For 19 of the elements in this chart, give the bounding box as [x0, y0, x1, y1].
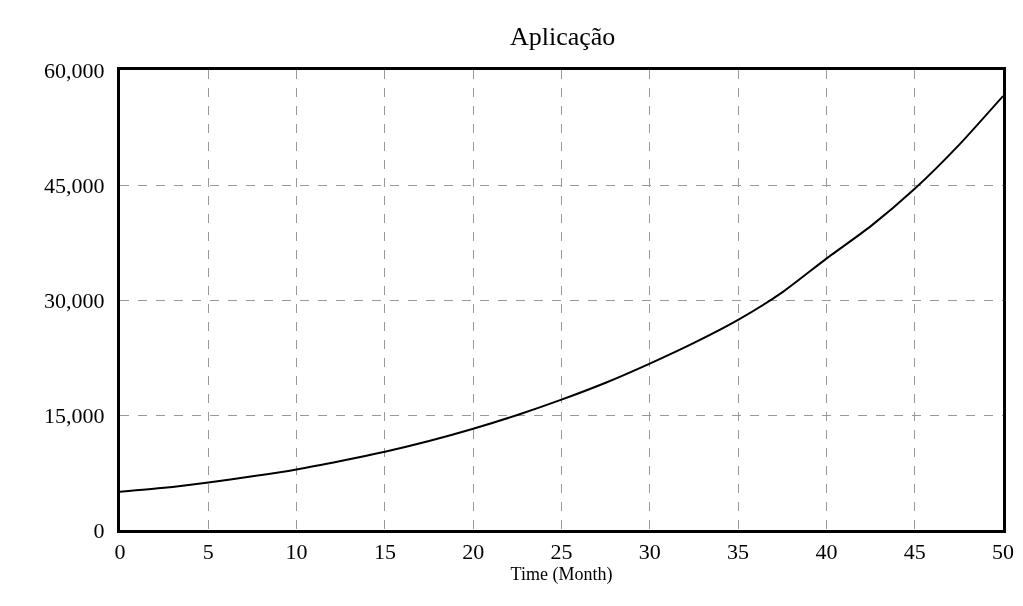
x-tick-label: 20 [462, 539, 485, 565]
y-tick-label: 45,000 [44, 172, 105, 198]
chart-title: Aplicação [509, 22, 616, 52]
x-axis-title: Time (Month) [510, 564, 613, 586]
y-tick-label: 30,000 [44, 287, 105, 313]
x-tick-label: 35 [727, 539, 750, 565]
x-tick-label: 5 [202, 539, 214, 565]
x-tick-label: 0 [114, 539, 126, 565]
x-tick-label: 45 [903, 539, 926, 565]
x-tick-label: 40 [815, 539, 838, 565]
y-tick-label: 15,000 [44, 402, 105, 428]
x-tick-label: 30 [638, 539, 661, 565]
y-tick-label: 0 [93, 517, 105, 543]
x-tick-label: 10 [285, 539, 308, 565]
x-tick-label: 50 [992, 539, 1014, 565]
y-tick-label: 60,000 [44, 57, 105, 83]
line-series [120, 95, 1003, 493]
x-tick-label: 15 [373, 539, 396, 565]
x-tick-label: 25 [550, 539, 573, 565]
